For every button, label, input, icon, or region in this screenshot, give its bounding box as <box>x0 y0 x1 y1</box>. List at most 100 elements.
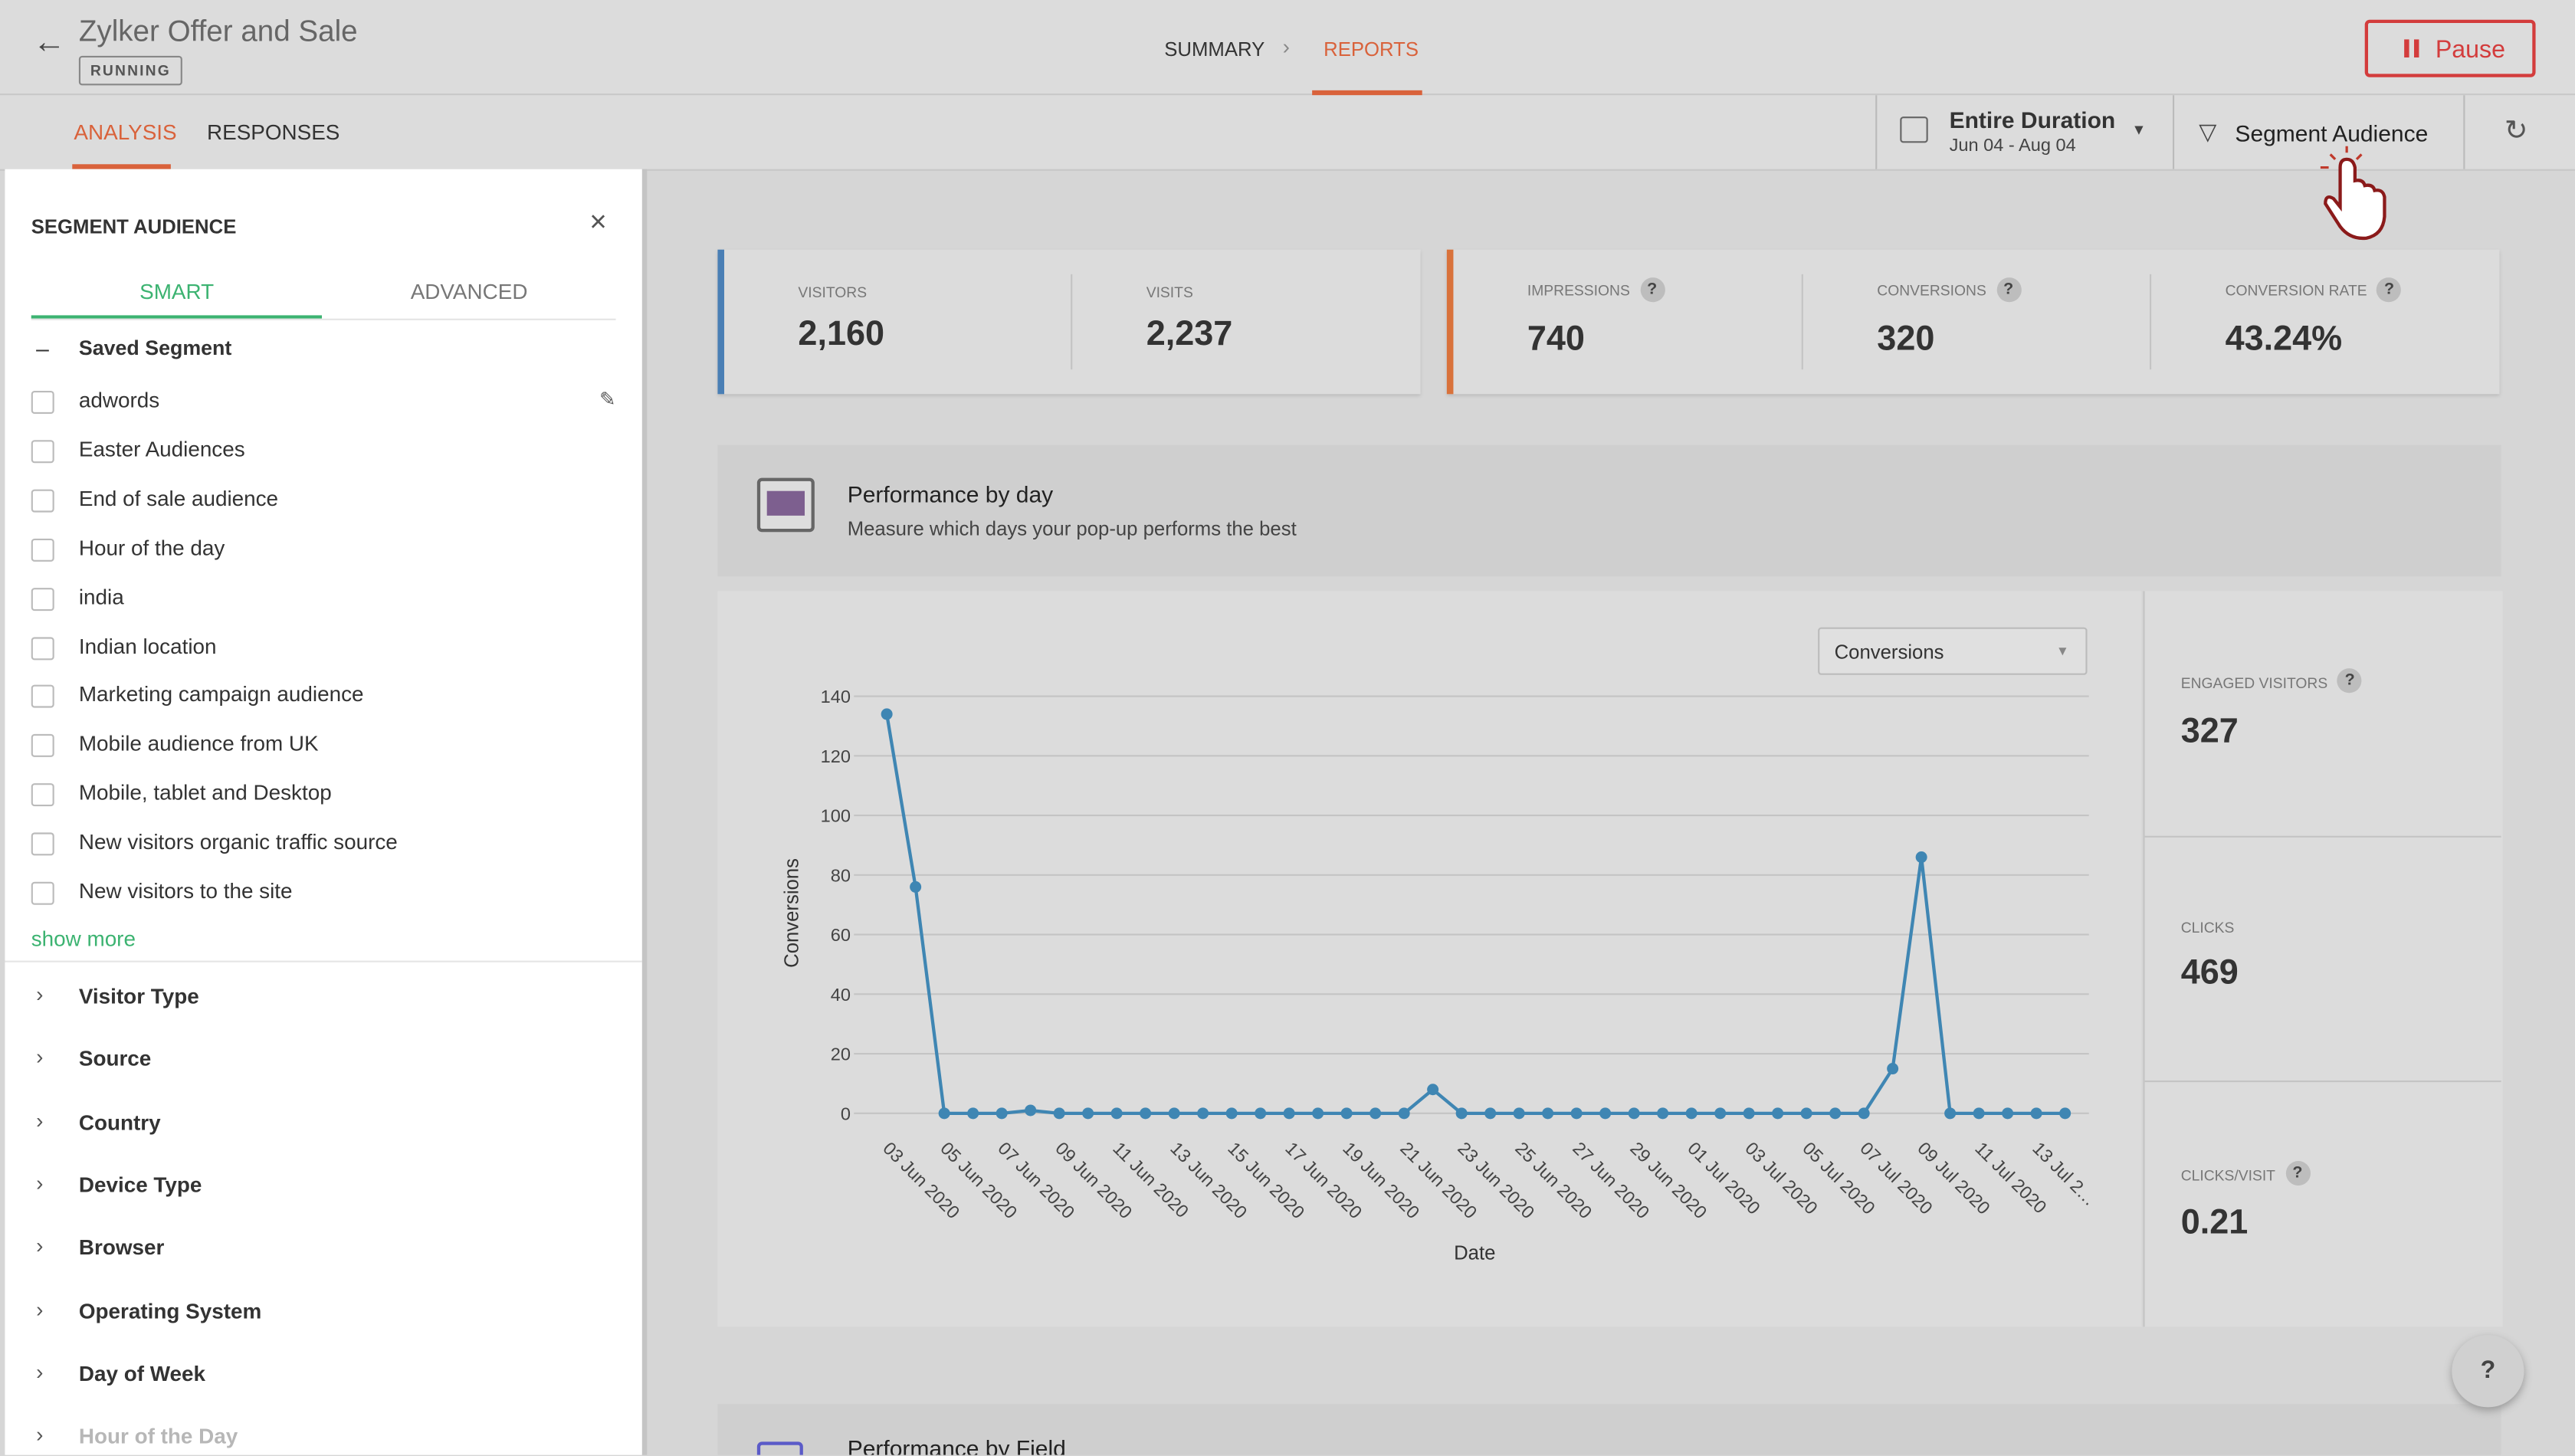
data-point <box>1484 1107 1497 1120</box>
tab-indicator <box>1312 90 1422 96</box>
data-point <box>1599 1107 1612 1120</box>
expand-icon[interactable]: › <box>36 1044 44 1070</box>
expand-icon[interactable]: › <box>36 1296 44 1321</box>
filter-group[interactable]: Visitor Type <box>78 983 199 1008</box>
header <box>0 0 2575 96</box>
expand-icon[interactable]: › <box>36 1170 44 1195</box>
data-point <box>967 1107 979 1120</box>
section-subtitle: Measure which days your pop-up performs … <box>847 517 1297 540</box>
checkbox[interactable] <box>31 734 54 758</box>
data-point <box>1772 1107 1784 1120</box>
help-icon[interactable]: ? <box>2377 277 2402 303</box>
help-icon[interactable]: ? <box>1996 277 2021 303</box>
expand-icon[interactable]: › <box>36 1107 44 1133</box>
y-tick-label: 140 <box>821 687 851 707</box>
stat-value: 740 <box>1527 320 1585 359</box>
stat-card <box>1446 249 2500 395</box>
close-button[interactable]: × <box>589 205 607 238</box>
data-point <box>1570 1107 1583 1120</box>
show-more-link[interactable]: show more <box>31 926 136 951</box>
checkbox[interactable] <box>31 390 54 414</box>
segment-option[interactable]: New visitors organic traffic source <box>78 829 398 854</box>
help-icon[interactable]: ? <box>1639 277 1665 303</box>
checkbox[interactable] <box>31 538 54 562</box>
data-point <box>1915 851 1927 864</box>
checkbox[interactable] <box>31 783 54 807</box>
segment-option[interactable]: Mobile, tablet and Desktop <box>78 780 332 805</box>
filter-group[interactable]: Device Type <box>78 1172 202 1197</box>
checkbox[interactable] <box>31 881 54 905</box>
filter-group[interactable]: Country <box>78 1109 161 1134</box>
duration-range: Jun 04 - Aug 04 <box>1949 136 2076 156</box>
data-point <box>1944 1107 1957 1120</box>
data-point <box>1168 1107 1180 1120</box>
checkbox[interactable] <box>31 440 54 464</box>
segment-button[interactable]: Segment Audience <box>2235 120 2429 146</box>
data-point <box>938 1107 950 1120</box>
divider <box>31 318 616 320</box>
checkbox[interactable] <box>31 636 54 660</box>
collapse-icon[interactable]: – <box>36 335 49 362</box>
filter-group[interactable]: Source <box>78 1046 152 1071</box>
divider <box>1875 95 1878 169</box>
expand-icon[interactable]: › <box>36 1422 44 1448</box>
segment-option[interactable]: New visitors to the site <box>78 878 293 903</box>
stat-label: CONVERSION RATE <box>2225 282 2367 299</box>
segment-option[interactable]: Mobile audience from UK <box>78 731 319 756</box>
breadcrumb[interactable]: REPORTS <box>1324 38 1419 61</box>
dropdown-arrow[interactable]: ▼ <box>2131 121 2147 138</box>
data-point <box>1082 1107 1094 1120</box>
y-tick-label: 100 <box>821 806 851 826</box>
stat-value: 43.24% <box>2225 320 2343 359</box>
segment-option[interactable]: india <box>78 583 124 609</box>
filter-group[interactable]: Hour of the Day <box>78 1424 238 1449</box>
section-header <box>717 1404 2501 1455</box>
divider <box>1071 274 1073 370</box>
data-point <box>1657 1107 1669 1120</box>
expand-icon[interactable]: › <box>36 1233 44 1258</box>
tab-indicator <box>31 315 322 319</box>
checkbox[interactable] <box>31 587 54 611</box>
filter-group[interactable]: Day of Week <box>78 1360 206 1386</box>
segment-option[interactable]: Marketing campaign audience <box>78 682 364 707</box>
checkbox[interactable] <box>31 685 54 709</box>
expand-icon[interactable]: › <box>36 982 44 1007</box>
data-point <box>2059 1107 2071 1120</box>
help-button[interactable]: ? <box>2452 1335 2524 1408</box>
toolbar <box>0 95 2575 171</box>
panel-tab[interactable]: ADVANCED <box>410 279 528 304</box>
divider <box>2144 1081 2501 1083</box>
tab[interactable]: ANALYSIS <box>74 120 177 145</box>
segment-option[interactable]: End of sale audience <box>78 485 279 510</box>
stat-value: 327 <box>2180 713 2239 751</box>
edit-icon[interactable]: ✎ <box>599 387 616 411</box>
checkbox[interactable] <box>31 489 54 513</box>
filter-group[interactable]: Operating System <box>78 1297 262 1323</box>
tab[interactable]: RESPONSES <box>207 120 340 145</box>
checkbox[interactable] <box>31 832 54 856</box>
y-axis-label: Conversions <box>781 858 802 968</box>
duration-title[interactable]: Entire Duration <box>1949 107 2116 133</box>
segment-option[interactable]: Indian location <box>78 633 217 658</box>
segment-option[interactable]: Easter Audiences <box>78 436 245 461</box>
pause-icon <box>2404 39 2409 57</box>
breadcrumb[interactable]: SUMMARY <box>1164 38 1265 61</box>
expand-icon[interactable]: › <box>36 1359 44 1384</box>
data-point <box>1312 1107 1324 1120</box>
back-button[interactable]: ← <box>32 25 66 61</box>
section-icon <box>756 477 815 533</box>
pause-button[interactable] <box>2364 19 2536 77</box>
refresh-button[interactable]: ↻ <box>2504 115 2528 146</box>
data-point <box>2002 1107 2014 1120</box>
dropdown-arrow: ▼ <box>2055 644 2069 659</box>
panel-tab[interactable]: SMART <box>139 279 215 304</box>
filter-group[interactable]: Browser <box>78 1235 165 1260</box>
metric-dropdown[interactable] <box>1818 627 2088 675</box>
data-point <box>1427 1084 1439 1096</box>
help-icon[interactable]: ? <box>2337 668 2363 694</box>
segment-option[interactable]: Hour of the day <box>78 534 225 560</box>
segment-option[interactable]: adwords <box>78 387 160 412</box>
stat-card <box>717 249 1421 395</box>
help-icon[interactable]: ? <box>2285 1161 2310 1186</box>
